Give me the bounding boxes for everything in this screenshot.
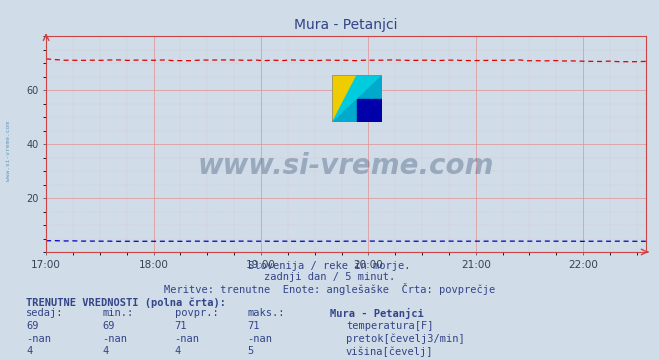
Text: TRENUTNE VREDNOSTI (polna črta):: TRENUTNE VREDNOSTI (polna črta): <box>26 297 226 307</box>
Text: Meritve: trenutne  Enote: anglešaške  Črta: povprečje: Meritve: trenutne Enote: anglešaške Črta… <box>164 283 495 294</box>
Text: Slovenija / reke in morje.: Slovenija / reke in morje. <box>248 261 411 271</box>
Text: 69: 69 <box>26 321 39 331</box>
Text: -nan: -nan <box>102 334 127 344</box>
Text: temperatura[F]: temperatura[F] <box>346 321 434 331</box>
Text: min.:: min.: <box>102 308 133 318</box>
Text: Mura - Petanjci: Mura - Petanjci <box>330 308 423 319</box>
Text: 69: 69 <box>102 321 115 331</box>
Text: www.si-vreme.com: www.si-vreme.com <box>198 152 494 180</box>
Title: Mura - Petanjci: Mura - Petanjci <box>294 18 398 32</box>
Text: maks.:: maks.: <box>247 308 285 318</box>
Text: -nan: -nan <box>247 334 272 344</box>
Text: 4: 4 <box>26 346 32 356</box>
Bar <box>357 99 382 122</box>
Polygon shape <box>333 75 382 122</box>
Text: 4: 4 <box>175 346 181 356</box>
Text: zadnji dan / 5 minut.: zadnji dan / 5 minut. <box>264 272 395 282</box>
Text: www.si-vreme.com: www.si-vreme.com <box>6 121 11 181</box>
Text: 71: 71 <box>247 321 260 331</box>
Text: povpr.:: povpr.: <box>175 308 218 318</box>
Text: -nan: -nan <box>26 334 51 344</box>
Text: 5: 5 <box>247 346 253 356</box>
Text: sedaj:: sedaj: <box>26 308 64 318</box>
Polygon shape <box>333 75 357 122</box>
Text: -nan: -nan <box>175 334 200 344</box>
Polygon shape <box>333 75 382 122</box>
Text: 4: 4 <box>102 346 108 356</box>
Text: višina[čevelj]: višina[čevelj] <box>346 346 434 357</box>
Text: 71: 71 <box>175 321 187 331</box>
Text: pretok[čevelj3/min]: pretok[čevelj3/min] <box>346 334 465 344</box>
